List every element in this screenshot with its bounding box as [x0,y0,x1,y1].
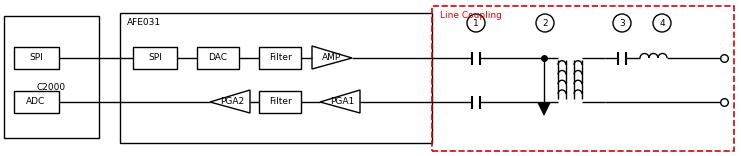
Text: 1: 1 [473,19,479,27]
Text: ADC: ADC [27,98,46,107]
Text: DAC: DAC [208,54,227,63]
Text: AFE031: AFE031 [127,18,161,27]
Text: Filter: Filter [269,98,291,107]
Text: AMP: AMP [322,54,342,63]
Text: 2: 2 [542,19,548,27]
Text: Filter: Filter [269,54,291,63]
Polygon shape [537,102,551,116]
Bar [259,47,301,69]
Bar [14,91,59,113]
Bar [14,47,59,69]
Bar [120,13,432,143]
Text: 4: 4 [659,19,665,27]
Text: SPI: SPI [148,54,162,63]
Bar [432,6,734,151]
Text: C2000: C2000 [36,83,65,93]
Text: Line Coupling: Line Coupling [440,11,502,20]
Text: PGA1: PGA1 [330,98,354,107]
Text: 3: 3 [619,19,625,27]
Bar [133,47,177,69]
Bar [259,91,301,113]
Bar [197,47,239,69]
Text: SPI: SPI [29,54,43,63]
Bar [4,16,99,138]
Text: PGA2: PGA2 [220,98,244,107]
